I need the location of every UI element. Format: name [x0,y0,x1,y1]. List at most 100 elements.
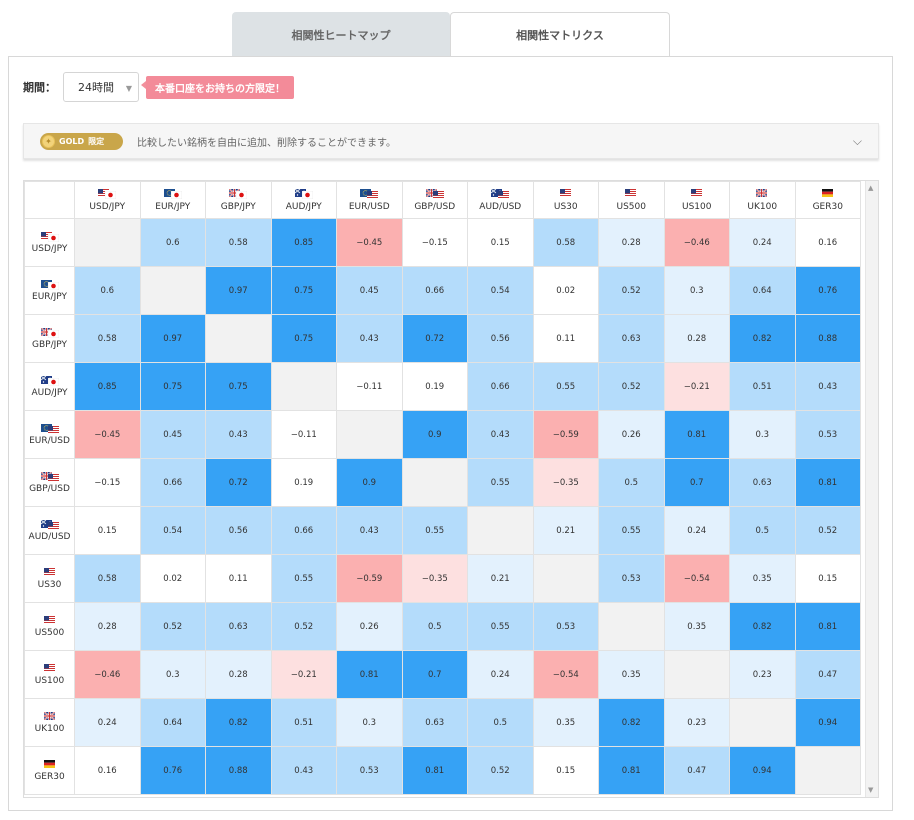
correlation-cell[interactable] [270,362,337,411]
correlation-cell[interactable]: 0.58 [532,218,599,267]
correlation-cell[interactable]: 0.75 [139,362,206,411]
correlation-cell[interactable]: −0.59 [336,554,403,603]
correlation-cell[interactable]: 0.63 [401,698,468,747]
correlation-cell[interactable]: 0.66 [401,266,468,315]
correlation-cell[interactable]: 0.3 [139,650,206,699]
correlation-cell[interactable]: −0.11 [270,410,337,459]
correlation-cell[interactable]: 0.55 [532,362,599,411]
correlation-cell[interactable]: 0.43 [467,410,534,459]
correlation-cell[interactable]: 0.81 [794,458,861,507]
correlation-cell[interactable]: −0.21 [663,362,730,411]
correlation-cell[interactable]: 0.3 [729,410,796,459]
correlation-cell[interactable]: 0.88 [794,314,861,363]
correlation-cell[interactable]: 0.82 [205,698,272,747]
correlation-cell[interactable]: 0.56 [205,506,272,555]
correlation-cell[interactable]: 0.35 [532,698,599,747]
scroll-down-icon[interactable]: ▼ [868,786,874,794]
correlation-cell[interactable]: −0.46 [663,218,730,267]
correlation-cell[interactable] [729,698,796,747]
chevron-down-icon[interactable]: ⌵ [852,134,862,148]
correlation-cell[interactable]: 0.51 [729,362,796,411]
correlation-cell[interactable]: 0.53 [794,410,861,459]
correlation-cell[interactable]: 0.11 [532,314,599,363]
correlation-cell[interactable]: 0.24 [663,506,730,555]
correlation-cell[interactable]: 0.43 [270,746,337,795]
correlation-cell[interactable]: 0.55 [467,458,534,507]
correlation-cell[interactable]: 0.52 [598,362,665,411]
correlation-cell[interactable]: 0.35 [663,602,730,651]
correlation-cell[interactable]: 0.23 [663,698,730,747]
correlation-cell[interactable]: 0.26 [598,410,665,459]
correlation-cell[interactable]: 0.81 [336,650,403,699]
correlation-cell[interactable]: 0.94 [729,746,796,795]
correlation-cell[interactable] [532,554,599,603]
correlation-cell[interactable]: 0.3 [336,698,403,747]
correlation-cell[interactable]: 0.47 [663,746,730,795]
correlation-cell[interactable]: 0.52 [139,602,206,651]
correlation-cell[interactable]: 0.7 [663,458,730,507]
correlation-cell[interactable]: 0.81 [794,602,861,651]
correlation-cell[interactable]: 0.43 [794,362,861,411]
correlation-cell[interactable]: 0.19 [270,458,337,507]
correlation-cell[interactable]: 0.43 [336,314,403,363]
correlation-cell[interactable]: −0.54 [532,650,599,699]
correlation-cell[interactable]: 0.26 [336,602,403,651]
correlation-cell[interactable]: −0.45 [336,218,403,267]
correlation-cell[interactable]: 0.5 [598,458,665,507]
correlation-cell[interactable]: −0.35 [401,554,468,603]
correlation-cell[interactable]: 0.75 [205,362,272,411]
correlation-cell[interactable]: 0.28 [205,650,272,699]
correlation-cell[interactable]: 0.53 [532,602,599,651]
correlation-cell[interactable]: 0.43 [205,410,272,459]
correlation-cell[interactable]: 0.75 [270,314,337,363]
correlation-cell[interactable]: 0.81 [663,410,730,459]
correlation-cell[interactable]: −0.15 [74,458,141,507]
correlation-cell[interactable]: −0.11 [336,362,403,411]
correlation-cell[interactable]: 0.58 [74,314,141,363]
correlation-cell[interactable]: −0.45 [74,410,141,459]
correlation-cell[interactable]: 0.58 [74,554,141,603]
correlation-cell[interactable]: 0.16 [794,218,861,267]
correlation-cell[interactable]: 0.52 [598,266,665,315]
correlation-cell[interactable]: 0.21 [532,506,599,555]
correlation-cell[interactable]: 0.15 [532,746,599,795]
correlation-cell[interactable]: 0.97 [139,314,206,363]
correlation-cell[interactable] [663,650,730,699]
correlation-cell[interactable]: 0.16 [74,746,141,795]
correlation-cell[interactable]: 0.9 [336,458,403,507]
correlation-cell[interactable]: 0.7 [401,650,468,699]
correlation-cell[interactable]: 0.6 [139,218,206,267]
correlation-cell[interactable]: 0.19 [401,362,468,411]
correlation-cell[interactable]: 0.55 [270,554,337,603]
correlation-cell[interactable]: 0.76 [139,746,206,795]
correlation-cell[interactable]: 0.15 [467,218,534,267]
correlation-cell[interactable]: 0.3 [663,266,730,315]
correlation-cell[interactable]: 0.28 [663,314,730,363]
correlation-cell[interactable]: 0.53 [336,746,403,795]
correlation-cell[interactable]: 0.28 [74,602,141,651]
correlation-cell[interactable]: 0.51 [270,698,337,747]
tab-matrix[interactable]: 相関性マトリクス [450,12,670,57]
correlation-cell[interactable] [336,410,403,459]
correlation-cell[interactable]: 0.55 [401,506,468,555]
correlation-cell[interactable]: 0.47 [794,650,861,699]
correlation-cell[interactable]: 0.56 [467,314,534,363]
correlation-cell[interactable]: 0.21 [467,554,534,603]
correlation-cell[interactable]: 0.53 [598,554,665,603]
correlation-cell[interactable]: 0.5 [467,698,534,747]
correlation-cell[interactable]: 0.02 [532,266,599,315]
tab-heatmap[interactable]: 相関性ヒートマップ [232,12,450,57]
correlation-cell[interactable]: 0.66 [270,506,337,555]
correlation-cell[interactable]: 0.64 [729,266,796,315]
correlation-cell[interactable]: 0.35 [598,650,665,699]
correlation-cell[interactable]: 0.75 [270,266,337,315]
correlation-cell[interactable]: 0.52 [467,746,534,795]
correlation-cell[interactable]: −0.21 [270,650,337,699]
correlation-cell[interactable]: 0.24 [729,218,796,267]
correlation-cell[interactable]: −0.46 [74,650,141,699]
correlation-cell[interactable]: 0.82 [598,698,665,747]
correlation-cell[interactable]: 0.66 [139,458,206,507]
correlation-cell[interactable]: 0.63 [598,314,665,363]
correlation-cell[interactable]: 0.15 [794,554,861,603]
correlation-cell[interactable]: 0.63 [729,458,796,507]
